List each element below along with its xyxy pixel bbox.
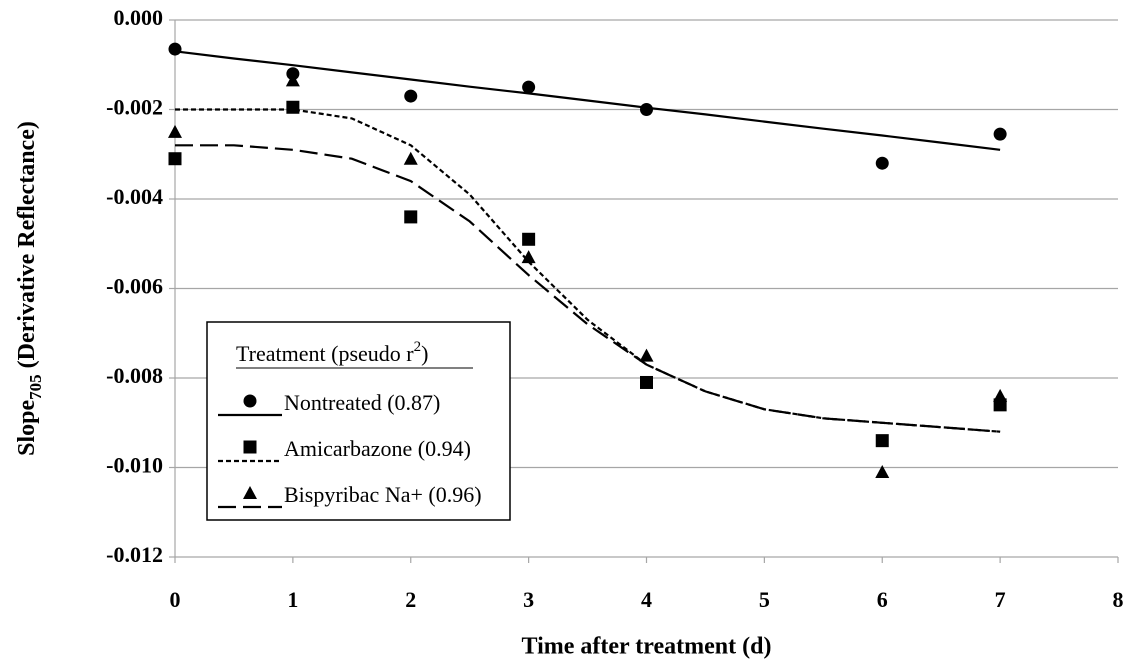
marker [243,394,257,408]
marker [521,250,536,264]
legend-label: Bispyribac Na+ (0.96) [284,482,482,507]
marker [243,440,257,454]
legend-box [206,321,511,521]
marker [403,151,418,165]
legend-label: Amicarbazone (0.94) [284,436,471,461]
marker [285,73,300,87]
marker [243,486,257,499]
marker [875,434,889,448]
y-tick-label: -0.012 [106,542,163,567]
y-tick-label: -0.006 [106,274,163,299]
fit-line [174,50,1001,151]
x-tick-label: 4 [641,587,652,612]
y-axis-title-part: (Derivative Reflectance) [14,121,40,374]
marker [993,127,1007,141]
marker [875,156,889,170]
marker [875,464,890,478]
x-tick-label: 1 [287,587,298,612]
x-axis-title: Time after treatment (d) [522,634,772,660]
y-tick-label: -0.008 [106,363,163,388]
marker [168,42,182,56]
x-tick-label: 3 [523,587,534,612]
marker [168,152,182,166]
marker [522,80,536,94]
y-axis-title: Slope705 (Derivative Reflectance) [14,121,46,456]
y-tick-label: -0.010 [106,453,163,478]
marker [522,232,536,246]
y-tick-label: 0.000 [114,5,164,30]
legend-title: Treatment (pseudo r2) [236,339,428,366]
y-axis-title-part: Slope [14,399,40,455]
marker [404,89,418,103]
x-tick-label: 0 [170,587,181,612]
y-axis-title-part: 705 [26,374,45,400]
legend-title-part: Treatment (pseudo r [236,341,414,366]
marker [286,100,300,114]
marker [639,348,654,362]
legend: Treatment (pseudo r2) Nontreated (0.87) Am… [206,321,511,521]
marker [168,124,182,138]
fit-line [175,108,1001,433]
marker [640,103,653,116]
x-tick-label: 7 [995,587,1006,612]
x-tick-label: 5 [759,587,770,612]
marker [404,210,418,224]
y-tick-label: -0.002 [106,95,163,120]
marker [640,375,653,389]
legend-label: Nontreated (0.87) [284,390,440,415]
x-tick-label: 2 [405,587,416,612]
x-tick-label: 8 [1113,587,1124,612]
y-tick-label: -0.004 [106,184,163,209]
x-tick-label: 6 [877,587,888,612]
marker [993,388,1008,402]
legend-title-part: ) [421,341,428,366]
legend-title-part: 2 [414,339,422,355]
fit-line [175,144,1001,433]
